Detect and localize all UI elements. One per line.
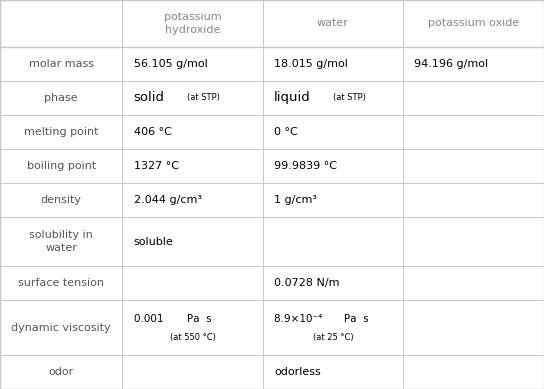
Text: odorless: odorless <box>274 367 321 377</box>
Text: dynamic viscosity: dynamic viscosity <box>11 323 111 333</box>
Text: 94.196 g/mol: 94.196 g/mol <box>415 59 489 69</box>
Text: molar mass: molar mass <box>29 59 94 69</box>
Text: soluble: soluble <box>134 237 174 247</box>
Text: 0.0728 N/m: 0.0728 N/m <box>274 279 339 288</box>
Text: 2.044 g/cm³: 2.044 g/cm³ <box>134 195 202 205</box>
Text: 0.001: 0.001 <box>134 314 166 324</box>
Text: 1 g/cm³: 1 g/cm³ <box>274 195 317 205</box>
Text: water: water <box>317 18 349 28</box>
Text: phase: phase <box>45 93 78 103</box>
Text: solubility in
water: solubility in water <box>29 231 93 253</box>
Text: potassium
hydroxide: potassium hydroxide <box>164 12 221 35</box>
Text: 0 °C: 0 °C <box>274 127 298 137</box>
Text: surface tension: surface tension <box>18 279 104 288</box>
Text: potassium oxide: potassium oxide <box>428 18 519 28</box>
Text: (at 25 °C): (at 25 °C) <box>313 333 353 342</box>
Text: liquid: liquid <box>274 91 311 104</box>
Text: (at 550 °C): (at 550 °C) <box>170 333 215 342</box>
Text: solid: solid <box>134 91 165 104</box>
Text: odor: odor <box>48 367 74 377</box>
Text: 8.9×10⁻⁴: 8.9×10⁻⁴ <box>274 314 325 324</box>
Text: 406 °C: 406 °C <box>134 127 171 137</box>
Text: 99.9839 °C: 99.9839 °C <box>274 161 337 171</box>
Text: (at STP): (at STP) <box>187 93 220 102</box>
Text: (at STP): (at STP) <box>333 93 366 102</box>
Text: 56.105 g/mol: 56.105 g/mol <box>134 59 207 69</box>
Text: Pa s: Pa s <box>187 314 212 324</box>
Text: Pa s: Pa s <box>344 314 369 324</box>
Text: boiling point: boiling point <box>27 161 96 171</box>
Text: 1327 °C: 1327 °C <box>134 161 178 171</box>
Text: 18.015 g/mol: 18.015 g/mol <box>274 59 348 69</box>
Text: density: density <box>41 195 82 205</box>
Text: melting point: melting point <box>24 127 98 137</box>
